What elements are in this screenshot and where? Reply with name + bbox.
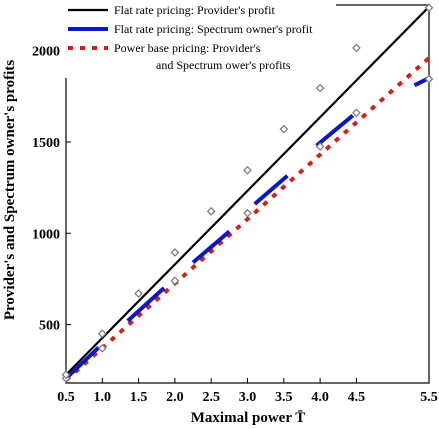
data-point-marker <box>279 124 289 134</box>
x-tick-label: 0.5 <box>57 390 75 405</box>
legend-label-power-line2: and Spectrum ower's profits <box>156 58 291 72</box>
x-tick-label: 5.5 <box>420 390 438 405</box>
series-line-segment <box>191 229 231 264</box>
series-line-segment <box>64 345 101 380</box>
x-tick-label: 3.0 <box>239 390 257 405</box>
y-tick-label: 500 <box>39 319 60 334</box>
x-axis-title: Maximal power T̄ <box>191 410 305 426</box>
x-tick-label: 3.5 <box>275 390 293 405</box>
data-point-marker <box>424 74 434 84</box>
series-layer <box>61 3 434 383</box>
data-point-marker <box>134 289 143 298</box>
x-tick-label: 4.5 <box>348 390 366 405</box>
data-point-marker <box>170 276 180 286</box>
data-point-marker <box>315 142 325 151</box>
legend-label-provider: Flat rate pricing: Provider's profit <box>114 3 275 17</box>
axes: 0.5 1.0 1.5 2.0 2.5 3.0 3.5 4.0 4.5 5.5 500 1000 150… <box>32 4 438 405</box>
series-line-segment <box>65 6 430 376</box>
series-line-segment <box>126 286 166 323</box>
x-tick-label: 1.5 <box>130 390 148 405</box>
data-point-marker <box>97 329 107 339</box>
x-tick-label: 2.0 <box>166 390 184 405</box>
data-point-marker <box>61 370 71 380</box>
data-point-marker <box>243 208 252 218</box>
series-line-segment <box>315 113 355 148</box>
data-point-marker <box>424 3 434 13</box>
x-tick-label: 1.0 <box>94 390 112 405</box>
y-axis-title: Provider's and Spectrum owner's profits <box>2 60 18 320</box>
legend-background <box>64 2 336 78</box>
data-point-marker <box>243 165 252 175</box>
y-tick-label: 2000 <box>32 45 60 60</box>
y-tick-label: 1500 <box>32 136 60 151</box>
data-point-marker <box>170 248 180 257</box>
y-tick-label: 1000 <box>32 227 60 242</box>
legend: Flat rate pricing: Provider's profit Fla… <box>64 2 336 78</box>
data-point-marker <box>206 206 216 216</box>
legend-label-spectrum: Flat rate pricing: Spectrum owner's prof… <box>114 22 313 36</box>
data-point-marker <box>315 83 325 93</box>
data-point-marker <box>352 43 361 53</box>
legend-label-power-line1: Power base pricing: Provider's <box>114 41 261 55</box>
data-point-marker <box>352 108 361 118</box>
x-tick-label: 4.0 <box>311 390 329 405</box>
series-line-segment <box>64 56 431 382</box>
x-tick-label: 2.5 <box>202 390 220 405</box>
series-line-segment <box>253 174 289 206</box>
data-point-marker <box>97 343 107 353</box>
